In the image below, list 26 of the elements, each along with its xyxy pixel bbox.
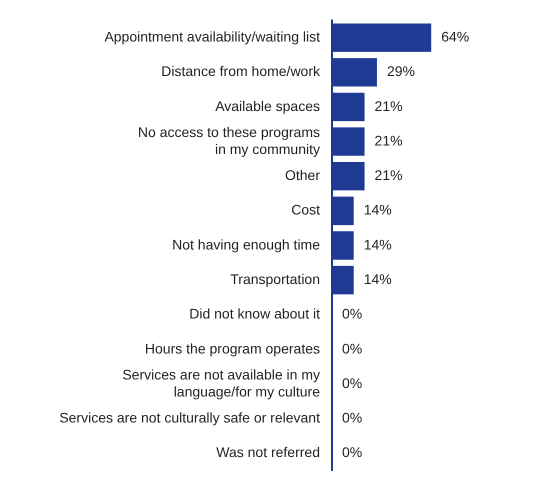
data-label: 14% [364, 236, 392, 252]
data-label: 29% [386, 63, 415, 80]
data-label: 21% [374, 98, 403, 114]
y-tick-label: Other [284, 167, 320, 184]
y-tick-label: Distance from home/work [161, 63, 321, 80]
y-tick-label: Did not know about it [189, 306, 320, 322]
y-tick-label: Appointment availability/waiting list [104, 28, 320, 45]
y-tick-label: Was not referred [216, 444, 320, 460]
data-label: 21% [374, 132, 403, 148]
data-label: 0% [342, 410, 362, 426]
data-label: 0% [342, 340, 362, 356]
data-label: 64% [441, 28, 470, 45]
y-tick-label: Available spaces [215, 98, 320, 114]
y-tick-label: Services are not available in my language/for my culture [122, 366, 320, 400]
data-label: 21% [374, 167, 403, 184]
data-label: 0% [342, 374, 362, 391]
y-tick-label: No access to these programs in my community [138, 124, 320, 157]
y-tick-label: Services are not culturally safe or relevant [59, 410, 320, 426]
y-tick-label: Cost [291, 202, 320, 218]
y-tick-label: Not having enough time [172, 236, 320, 252]
data-label: 0% [342, 444, 362, 460]
y-tick-label: Hours the program operates [144, 340, 320, 356]
data-label: 14% [364, 270, 392, 287]
y-tick-label: Transportation [230, 270, 320, 287]
data-label: 0% [342, 306, 362, 322]
data-label: 14% [364, 202, 392, 218]
